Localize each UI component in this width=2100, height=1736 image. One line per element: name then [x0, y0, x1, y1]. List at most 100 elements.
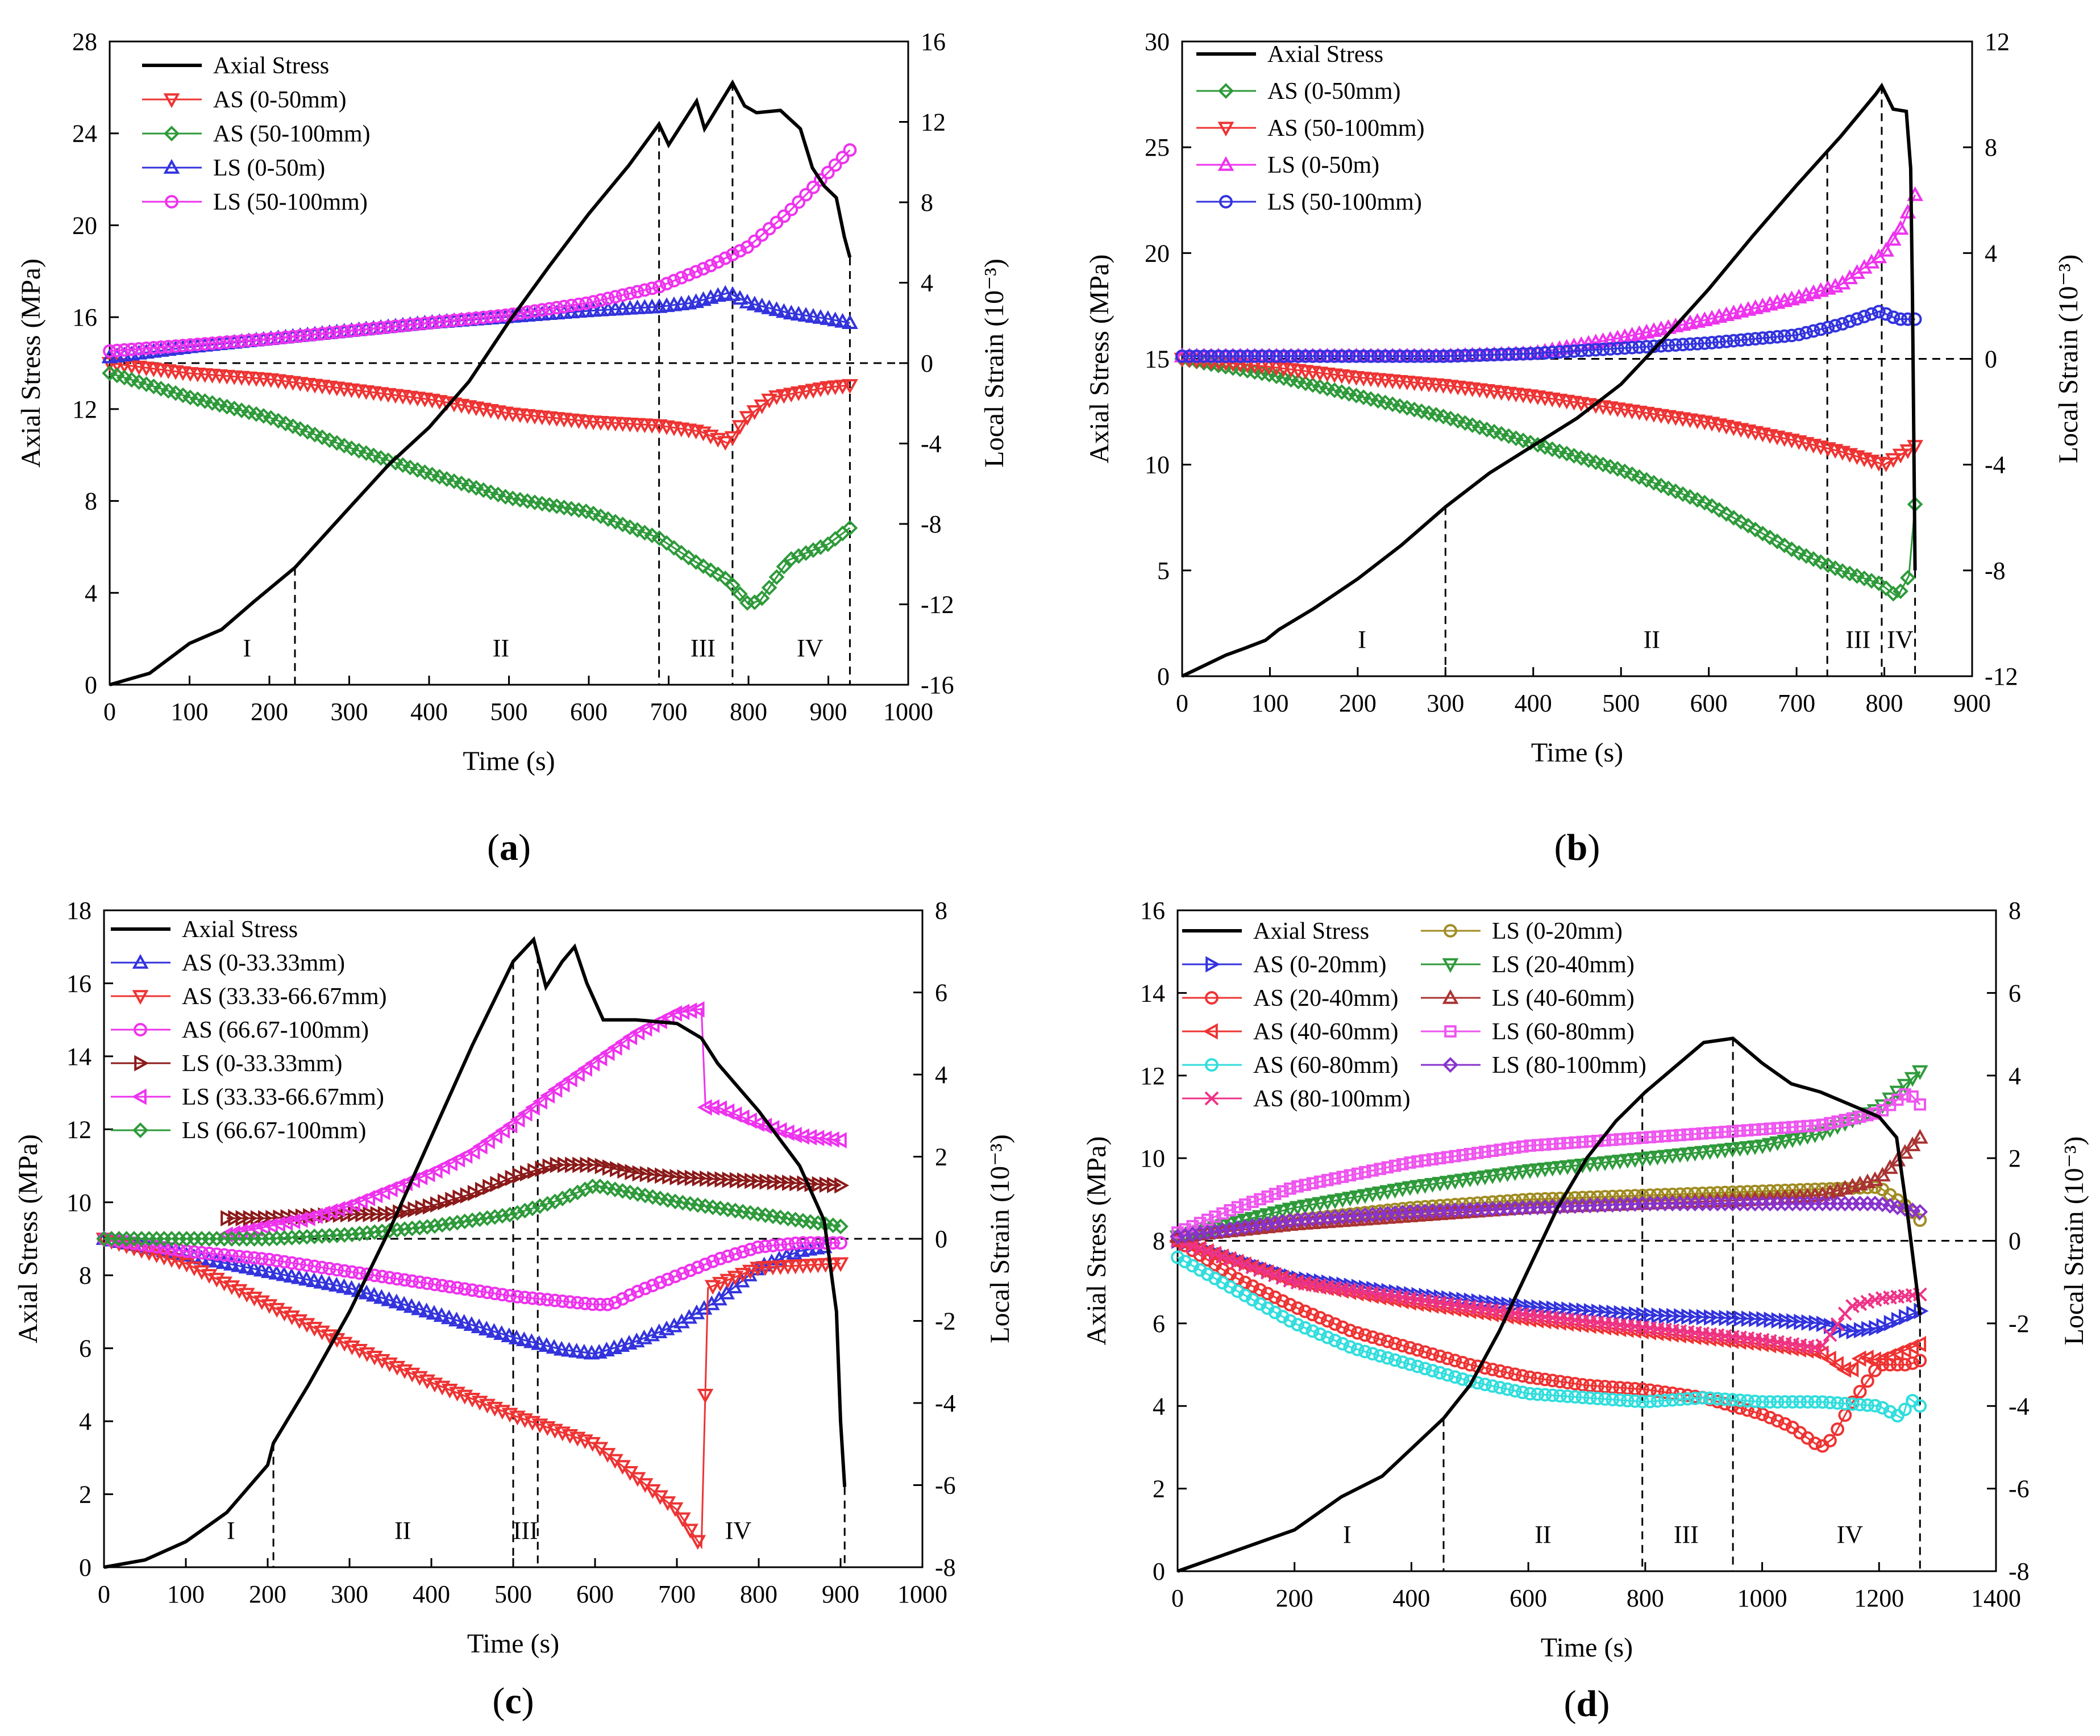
data-point-marker: [1463, 1358, 1477, 1372]
data-point-marker: [805, 384, 822, 399]
data-point-marker: [1448, 1370, 1462, 1384]
data-point-marker: [1241, 349, 1254, 363]
data-point-marker: [1426, 1153, 1439, 1165]
data-point-marker: [680, 549, 697, 565]
data-point-marker: [1675, 486, 1691, 502]
data-point-marker: [1217, 156, 1234, 171]
legend-label: Axial Stress: [182, 917, 298, 943]
data-point-marker: [1823, 1327, 1837, 1342]
x-tick-label: 600: [1509, 1584, 1547, 1612]
data-point-marker: [768, 569, 785, 585]
data-point-marker: [710, 566, 726, 582]
data-point-marker: [746, 405, 763, 421]
data-point-marker: [1634, 1152, 1651, 1167]
data-point-marker: [1418, 1345, 1432, 1359]
data-point-marker: [1653, 477, 1669, 494]
data-point-marker: [1400, 349, 1414, 363]
series-3: [101, 285, 858, 364]
y-left-tick-label: 6: [79, 1335, 92, 1363]
data-point-marker: [1493, 1380, 1507, 1394]
data-point-marker: [518, 1290, 532, 1305]
data-point-marker: [263, 1252, 276, 1267]
data-point-marker: [1829, 1356, 1844, 1373]
data-point-marker: [1808, 1119, 1822, 1132]
data-point-marker: [307, 426, 323, 443]
data-point-marker: [524, 1200, 540, 1217]
data-point-marker: [1561, 1301, 1577, 1318]
data-point-marker: [1846, 1112, 1859, 1125]
data-point-marker: [732, 586, 748, 602]
data-point-marker: [247, 1251, 261, 1265]
data-point-marker: [1283, 1314, 1297, 1328]
data-point-marker: [348, 1206, 363, 1223]
data-point-marker: [758, 1239, 772, 1254]
data-point-marker: [205, 336, 219, 351]
y-left-tick-label: 24: [72, 120, 97, 148]
panel-label-letter: a: [500, 827, 518, 868]
data-point-marker: [375, 1269, 389, 1284]
data-point-marker: [1576, 1302, 1591, 1319]
y-right-tick-label: 4: [2008, 1062, 2021, 1090]
data-point-marker: [232, 1250, 246, 1264]
data-point-marker: [1661, 338, 1675, 352]
data-point-marker: [1850, 312, 1864, 326]
data-point-marker: [1631, 469, 1648, 485]
data-point-marker: [1484, 1169, 1501, 1184]
data-point-marker: [1538, 346, 1552, 360]
data-point-marker: [1222, 1221, 1238, 1238]
data-point-marker: [1582, 343, 1595, 357]
data-point-marker: [1617, 463, 1633, 480]
data-point-marker: [1702, 1145, 1719, 1160]
data-point-marker: [727, 1271, 744, 1286]
data-point-marker: [1733, 1125, 1746, 1137]
x-tick-label: 500: [490, 698, 528, 726]
data-point-marker: [799, 188, 813, 202]
data-point-marker: [1425, 1347, 1440, 1361]
data-point-marker: [330, 1263, 344, 1277]
data-point-marker: [1754, 526, 1771, 542]
data-point-marker: [165, 1242, 178, 1256]
data-point-marker: [1812, 554, 1829, 571]
data-point-marker: [660, 1272, 675, 1287]
data-point-marker: [1613, 1381, 1627, 1394]
chart-panel-c: 0 100 200 300 400 500 600 700 800 900 1000 0 2 4 6 8 10 1…: [13, 897, 1015, 1722]
data-point-marker: [1709, 1144, 1726, 1159]
data-point-marker: [1801, 1314, 1816, 1331]
series-4: [1171, 1250, 1927, 1423]
data-point-marker: [1284, 1182, 1296, 1195]
data-point-marker: [834, 1177, 850, 1194]
y-left-tick-label: 12: [1140, 1062, 1165, 1090]
data-point-marker: [797, 1175, 812, 1192]
data-point-marker: [1814, 322, 1828, 336]
data-point-marker: [724, 431, 741, 446]
data-point-marker: [1442, 958, 1459, 973]
legend-label: AS (40-60mm): [1253, 1019, 1399, 1045]
data-point-marker: [1688, 1391, 1702, 1405]
data-point-marker: [1689, 1309, 1704, 1325]
data-point-marker: [332, 1206, 348, 1223]
data-point-marker: [1553, 1389, 1567, 1403]
data-point-marker: [659, 1009, 675, 1026]
data-point-marker: [1718, 1392, 1732, 1406]
legend-label: LS (50-100mm): [1267, 189, 1422, 215]
data-point-marker: [1890, 1358, 1904, 1372]
data-point-marker: [795, 1259, 812, 1274]
data-point-marker: [1502, 347, 1516, 361]
data-point-marker: [1748, 332, 1762, 346]
data-point-marker: [1270, 349, 1283, 363]
data-point-marker: [313, 1273, 330, 1289]
data-point-marker: [1786, 1121, 1799, 1134]
data-point-marker: [298, 1271, 315, 1286]
data-point-marker: [1487, 348, 1501, 362]
data-point-marker: [1523, 1370, 1537, 1384]
data-point-marker: [456, 1213, 473, 1230]
data-point-marker: [1441, 1151, 1454, 1164]
data-point-marker: [131, 1088, 147, 1105]
panel-label-close: ): [522, 1680, 534, 1722]
data-point-marker: [1913, 1213, 1927, 1227]
data-point-marker: [165, 195, 178, 209]
data-point-marker: [1190, 349, 1204, 363]
panel-label-open: (: [1564, 1683, 1577, 1725]
data-point-marker: [1681, 1392, 1695, 1406]
data-point-marker: [264, 332, 278, 346]
